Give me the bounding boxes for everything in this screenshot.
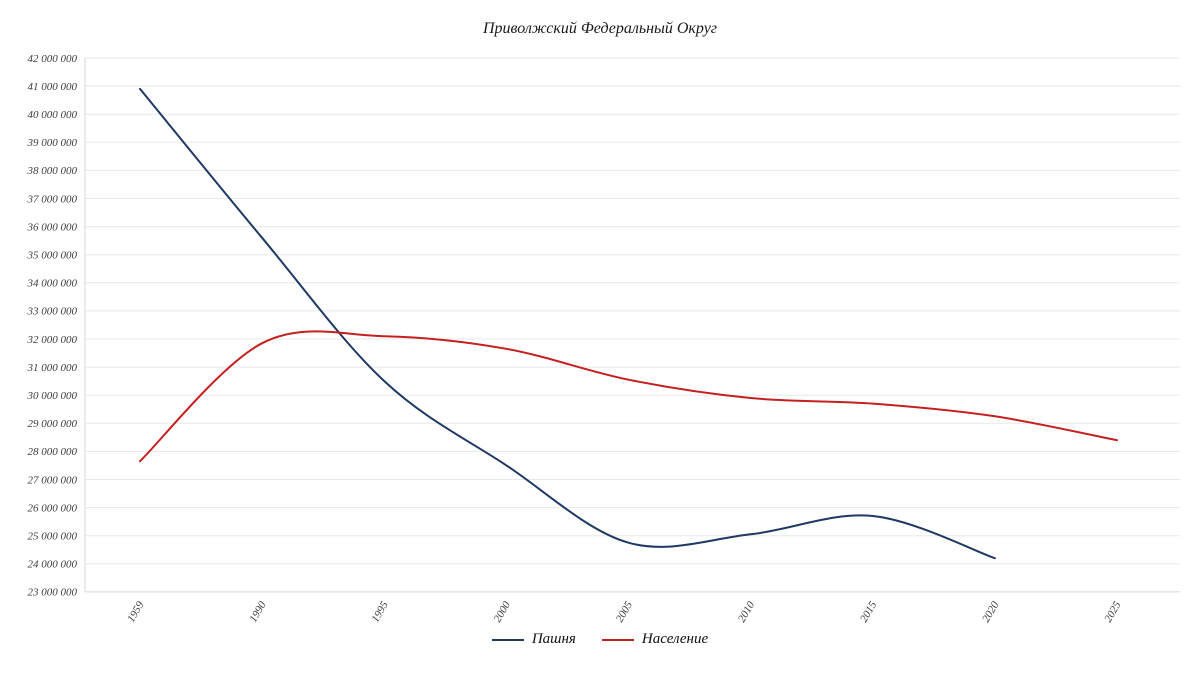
y-axis-tick-label: 42 000 000	[28, 53, 78, 65]
y-axis-tick-label: 30 000 000	[27, 390, 78, 402]
legend-label-naselenie: Население	[641, 631, 709, 647]
y-axis-tick-label: 32 000 000	[27, 334, 78, 346]
y-axis-tick-label: 26 000 000	[28, 502, 78, 514]
legend-item-naselenie: Население	[601, 631, 709, 648]
chart-title: Приволжский Федеральный Округ	[482, 20, 718, 37]
x-axis-tick-label: 2015	[858, 599, 880, 624]
legend-swatch-naselenie-line	[601, 638, 634, 641]
y-axis-tick-label: 33 000 000	[27, 306, 78, 318]
y-axis-tick-label: 41 000 000	[28, 81, 78, 93]
x-axis-tick-label: 2025	[1102, 599, 1124, 624]
y-axis-tick-label: 27 000 000	[28, 474, 78, 486]
legend: Пашня Население	[0, 631, 1200, 648]
x-axis-tick-label: 2000	[492, 599, 514, 624]
y-axis-tick-label: 35 000 000	[27, 250, 78, 262]
x-axis-tick-label: 2020	[980, 599, 1002, 624]
y-axis-tick-label: 24 000 000	[28, 559, 78, 571]
x-axis-tick-label: 2005	[614, 599, 636, 624]
y-axis-tick-label: 31 000 000	[27, 362, 78, 374]
x-axis-tick-label: 1990	[247, 599, 269, 624]
x-axis-tick-label: 1995	[369, 599, 391, 624]
y-axis-tick-label: 34 000 000	[27, 278, 78, 290]
legend-label-pashnya: Пашня	[531, 631, 576, 647]
y-axis-tick-label: 25 000 000	[28, 531, 78, 543]
series-line-0	[139, 87, 996, 560]
plot-area: 42 000 000 41 000 000 40 000 000 39 000 000…	[27, 53, 1180, 625]
y-axis-tick-label: 28 000 000	[28, 446, 78, 458]
y-axis-tick-label: 39 000 000	[27, 137, 78, 149]
y-axis-tick-label: 37 000 000	[27, 193, 78, 205]
y-axis-tick-label: 36 000 000	[27, 221, 78, 233]
series-line-1	[139, 330, 1118, 463]
legend-item-pashnya: Пашня	[491, 631, 576, 648]
x-axis-tick-label: 1959	[125, 599, 147, 624]
y-axis-tick-label: 40 000 000	[28, 109, 78, 121]
y-axis-tick-label: 38 000 000	[27, 165, 78, 177]
y-axis-tick-label: 23 000 000	[28, 587, 78, 599]
y-axis-tick-label: 29 000 000	[28, 418, 78, 430]
x-axis-tick-label: 2010	[736, 599, 758, 624]
legend-swatch-pashnya-line	[491, 638, 524, 641]
